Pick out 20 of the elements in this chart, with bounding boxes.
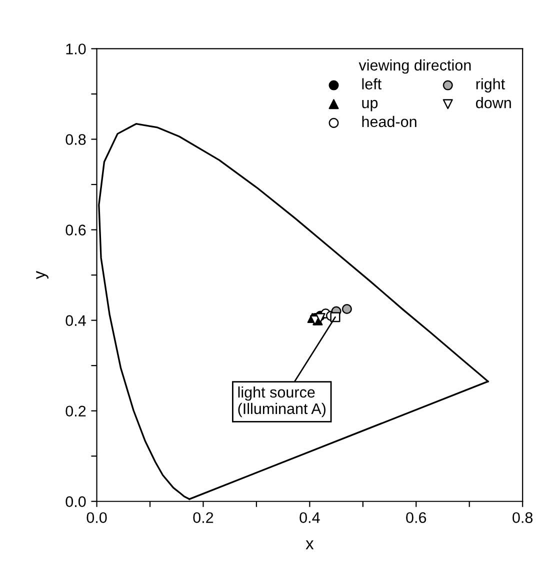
legend-title: viewing direction [358,59,471,74]
y-tick-label: 0.6 [66,224,86,236]
legend-label: down [476,97,511,108]
y-tick-label: 0.2 [66,406,86,417]
text: 0.0 [66,496,86,508]
legend-label: right [476,78,505,92]
text: 1.0 [66,44,86,54]
annotation: light source (Illuminant A) [238,386,326,418]
x-tick-label: 0.2 [193,512,214,524]
legend-label: head-on [362,116,416,128]
x-tick-label: 0.6 [406,512,426,524]
legend-label: up [362,100,378,112]
y-tick-label: 0.4 [66,315,86,326]
x-axis-title: x [306,540,314,550]
legend-label: left [362,78,382,90]
y-tick-label: 0.8 [66,134,86,145]
text: 0.0 [86,512,107,524]
x-tick-label: 0.8 [512,512,533,524]
x-tick-label: 0.4 [300,512,320,524]
y-axis-title: y [36,270,48,280]
